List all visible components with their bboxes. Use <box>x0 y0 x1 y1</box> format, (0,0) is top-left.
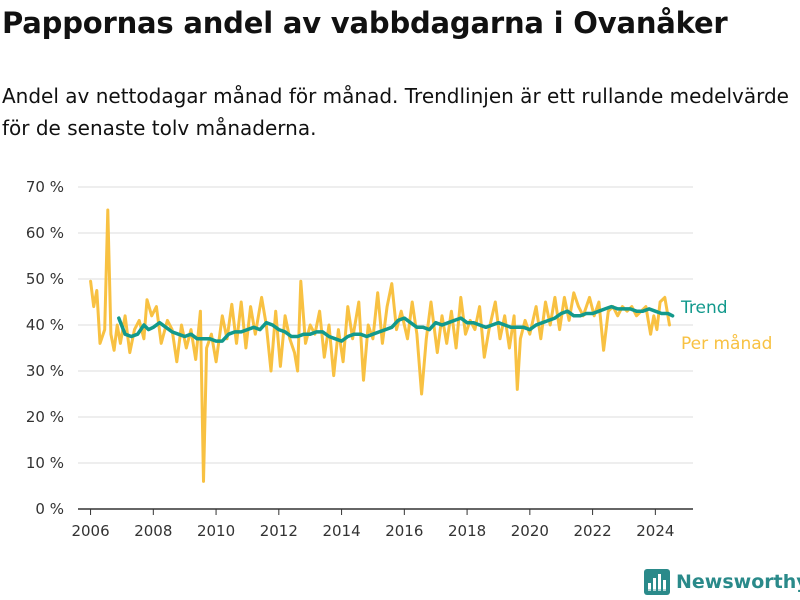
monthly-series-label: Per månad <box>681 333 772 354</box>
trend-series-line <box>117 304 675 343</box>
monthly-series-line <box>89 208 671 483</box>
x-tick-label: 2008 <box>134 522 172 540</box>
series-lines <box>89 208 675 483</box>
chart-subtitle: Andel av nettodagar månad för månad. Tre… <box>2 84 789 140</box>
y-tick-label: 50 % <box>26 270 64 288</box>
x-tick-label: 2014 <box>322 522 360 540</box>
series-end-labels: Per månad Trend <box>680 298 772 354</box>
x-tick-label: 2012 <box>260 522 298 540</box>
x-tick-label: 2016 <box>385 522 423 540</box>
chart-title: Pappornas andel av vabbdagarna i Ovanåke… <box>2 6 728 40</box>
y-tick-label: 0 % <box>35 500 64 518</box>
x-tick-label: 2024 <box>636 522 674 540</box>
brand-name: Newsworthy <box>676 571 800 593</box>
y-tick-label: 10 % <box>26 454 64 472</box>
x-tick-label: 2018 <box>448 522 486 540</box>
x-tick-label: 2020 <box>511 522 549 540</box>
newsworthy-logo: Newsworthy <box>644 569 800 595</box>
y-tick-label: 70 % <box>26 178 64 196</box>
y-tick-label: 20 % <box>26 408 64 426</box>
x-tick-label: 2010 <box>197 522 235 540</box>
x-axis: 2006 2008 2010 2012 2014 2016 2018 2020 2022 2024 <box>71 508 693 540</box>
y-axis-tick-labels: 0 % 10 % 20 % 30 % 40 % 50 % 60 % 70 % <box>26 178 64 518</box>
y-tick-label: 60 % <box>26 224 64 242</box>
trend-series-label: Trend <box>680 298 728 318</box>
x-tick-label: 2006 <box>71 522 109 540</box>
bar-chart-logo-icon <box>644 569 670 595</box>
y-tick-label: 30 % <box>26 362 64 380</box>
x-tick-label: 2022 <box>573 522 611 540</box>
y-tick-label: 40 % <box>26 316 64 334</box>
